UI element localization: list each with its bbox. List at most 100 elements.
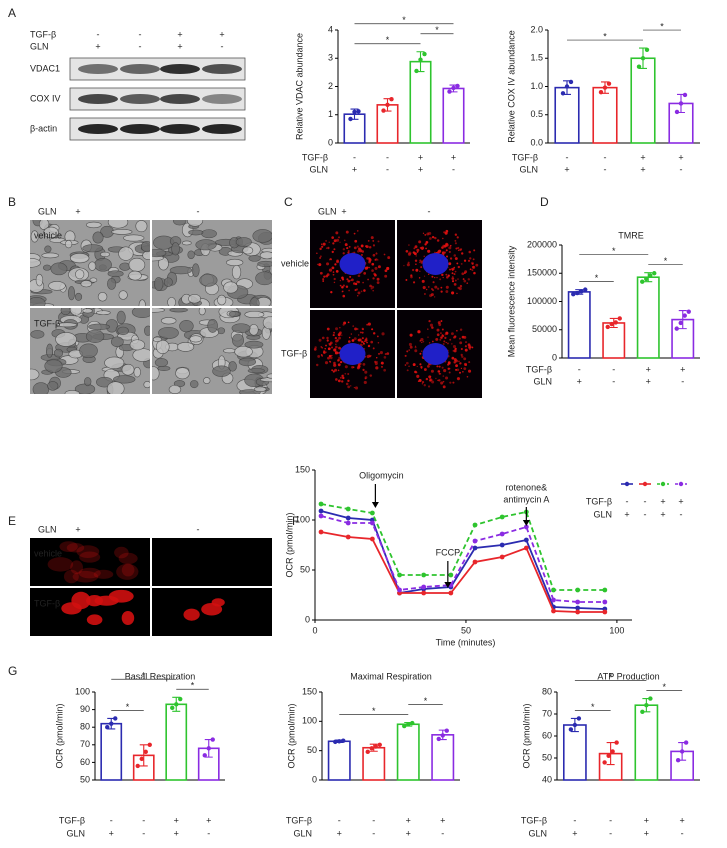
mito xyxy=(407,261,410,264)
bar xyxy=(554,86,580,144)
mito xyxy=(359,331,362,334)
mito xyxy=(446,255,449,258)
mito xyxy=(387,256,391,260)
blot-band xyxy=(120,124,160,134)
y-axis-label: Mean fluorescence intensity xyxy=(506,245,516,357)
mito xyxy=(405,279,408,281)
mito xyxy=(372,253,376,257)
mito xyxy=(431,275,434,278)
organelle xyxy=(47,381,59,391)
condition-sign: + xyxy=(678,152,683,162)
mito xyxy=(460,367,463,370)
organelle xyxy=(138,299,146,306)
organelle xyxy=(248,324,259,336)
series-marker xyxy=(551,587,556,593)
mito xyxy=(319,255,322,258)
mito xyxy=(441,251,445,255)
organelle xyxy=(88,261,97,271)
series-line xyxy=(320,531,605,613)
data-point xyxy=(373,744,378,749)
mito xyxy=(427,273,430,275)
mito xyxy=(419,246,422,250)
organelle xyxy=(141,240,150,253)
mito xyxy=(445,285,449,289)
organelle xyxy=(92,231,104,244)
mito xyxy=(381,366,383,368)
row-label: vehicle xyxy=(34,548,62,558)
y-tick-label: 100000 xyxy=(527,296,557,306)
organelle xyxy=(96,310,111,316)
mito xyxy=(362,341,365,344)
organelle xyxy=(129,339,146,351)
significance-label: * xyxy=(664,256,668,266)
organelle xyxy=(89,277,98,283)
condition-sign: - xyxy=(578,364,581,374)
condition-sign: + xyxy=(577,376,582,386)
mito xyxy=(445,273,448,276)
mito xyxy=(345,285,349,289)
y-tick-label: 80 xyxy=(542,686,552,696)
mito xyxy=(473,271,476,275)
organelle xyxy=(100,251,110,257)
mito xyxy=(411,268,415,272)
mito xyxy=(449,381,452,384)
mito xyxy=(337,352,340,354)
mito xyxy=(403,265,405,267)
mito xyxy=(446,249,448,251)
bar xyxy=(630,57,656,144)
mito xyxy=(363,380,367,385)
mito xyxy=(358,334,360,336)
condition-sign: - xyxy=(142,815,145,825)
data-point xyxy=(389,97,394,102)
mito xyxy=(379,351,383,355)
organelle xyxy=(167,297,176,306)
mito xyxy=(449,244,452,247)
organelle xyxy=(154,277,164,291)
organelle xyxy=(234,345,253,358)
mito xyxy=(421,279,425,283)
mito xyxy=(448,371,451,374)
mito xyxy=(372,347,375,350)
organelle xyxy=(212,365,231,377)
mito xyxy=(445,290,449,293)
significance-label: * xyxy=(609,672,613,682)
condition-sign: - xyxy=(372,815,375,825)
mito xyxy=(421,350,423,352)
mito xyxy=(468,369,472,373)
data-point xyxy=(436,736,441,742)
mito xyxy=(419,352,422,355)
y-tick-label: 80 xyxy=(80,722,90,732)
mito xyxy=(356,230,359,232)
organelle xyxy=(116,310,126,325)
mito xyxy=(412,251,416,254)
condition-sign: - xyxy=(681,376,684,386)
micrograph xyxy=(152,308,272,394)
organelle xyxy=(244,340,264,349)
blot-band xyxy=(120,64,160,74)
cell xyxy=(71,591,91,610)
mito xyxy=(332,271,335,273)
y-tick-label: 50 xyxy=(307,745,317,755)
data-point xyxy=(174,702,179,707)
mito xyxy=(409,345,413,349)
significance-label: * xyxy=(591,702,595,712)
condition-sign: - xyxy=(386,164,389,174)
mito xyxy=(414,346,417,349)
mito xyxy=(321,245,324,248)
series-marker xyxy=(369,510,375,516)
data-point xyxy=(606,753,611,758)
condition-sign: + xyxy=(352,164,357,174)
organelle xyxy=(242,246,254,255)
condition-sign: + xyxy=(624,509,629,519)
mito xyxy=(363,272,367,275)
mito xyxy=(450,332,454,336)
mito xyxy=(367,239,370,242)
blot-band xyxy=(120,94,160,104)
mito xyxy=(348,336,351,339)
mito xyxy=(453,282,457,286)
mito xyxy=(443,369,447,373)
mito xyxy=(440,381,444,385)
mito xyxy=(326,262,330,266)
mito xyxy=(443,231,446,234)
y-tick-label: 100 xyxy=(75,686,90,696)
